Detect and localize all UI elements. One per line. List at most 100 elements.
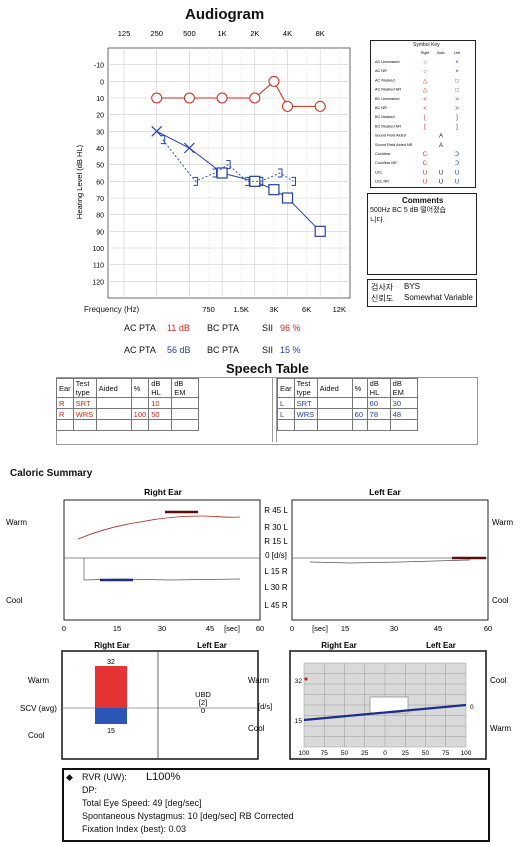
speech-table-cell (130, 419, 150, 431)
warm-label: Warm (6, 518, 27, 527)
speech-table-cell (351, 397, 368, 409)
speech-table-cell: WRS (72, 408, 97, 420)
symbol-key-row-label: BC Unmasked (375, 97, 399, 101)
warm-label: Warm (492, 518, 513, 527)
pref-x-tick: 100 (461, 750, 472, 757)
symbol-key-row-label: AC Masked NR (375, 88, 401, 92)
pref-right-value: 0 (470, 704, 474, 711)
sii-value: 96 % (280, 323, 301, 333)
bullet-diamond-icon: ◆ (66, 772, 73, 782)
symbol-key-glyph: Ꮯ (423, 160, 427, 167)
symbol-key-glyph: < (423, 97, 427, 103)
speech-table-cell (389, 419, 418, 431)
speech-table-cell: 60 (366, 397, 391, 409)
left-bc-bracket-marker (212, 168, 218, 178)
speech-table-cell (56, 419, 74, 431)
y-tick-label: 40 (96, 146, 104, 153)
pref-x-tick: 50 (422, 750, 430, 757)
speech-table-cell (277, 419, 295, 431)
frequency-label: Frequency (Hz) (84, 305, 140, 314)
symbol-key-glyph: △ (423, 88, 428, 94)
ubd-zero: 0 (201, 706, 205, 715)
symbol-key-row-label: Sound Field Aided (375, 134, 406, 138)
symbol-key: Symbol Key Right Both Left AC Unmasked ○ × AC … (370, 40, 476, 188)
warm-label: Warm (248, 676, 269, 685)
ac-pta-label: AC PTA (124, 323, 156, 333)
symbol-key-row-label: AC Masked (375, 78, 395, 82)
x-tick-label: 30 (158, 624, 166, 633)
right-ear-heading: Right Ear (144, 487, 182, 497)
left-bc-bracket-marker (226, 160, 231, 170)
right-warm-bar (95, 666, 127, 708)
scv-bar-panel (61, 650, 259, 760)
speech-table-cell (171, 408, 200, 420)
table-row: L WRS 60 78 48 (277, 408, 418, 420)
pref-x-tick: 0 (383, 750, 387, 757)
y-tick-label: 20 (96, 113, 104, 120)
speech-table-header: dB EM (171, 378, 200, 398)
speech-table-cell (130, 397, 150, 409)
speech-table-header: Aided (316, 378, 353, 398)
caloric-summary-chart: Right Ear Left Ear R 45 L R 30 L R 15 L 0 [d/… (6, 487, 513, 760)
x-tick-label: 0 (290, 624, 294, 633)
sii-label: SII (262, 345, 274, 355)
x-tick-label: 60 (256, 624, 264, 633)
speech-table-header: Aided (95, 378, 132, 398)
speech-table-cell: 100 (130, 408, 150, 420)
left-ear-heading: Left Ear (197, 641, 227, 650)
right-ear-heading: Right Ear (321, 641, 357, 650)
dp-label: DP: (82, 785, 98, 795)
pref-x-tick: 100 (299, 750, 310, 757)
right-ac-marker (216, 92, 228, 104)
bar-top-value: 32 (107, 659, 115, 666)
symbol-key-glyph: U (423, 170, 427, 176)
x-tick-label: 15 (341, 624, 349, 633)
speech-table-header: Ear (277, 378, 295, 398)
x-tick-label: 60 (484, 624, 492, 633)
sii-value: 15 % (280, 345, 301, 355)
top-freq-label: 250 (150, 29, 163, 38)
symbol-key-glyph: > (455, 97, 459, 103)
ubd-value: [2] (199, 698, 207, 707)
speech-table-cell: WRS (293, 408, 318, 420)
audiogram-title: Audiogram (185, 6, 265, 23)
speech-table-left: Ear Test type Aided% dB HL dB EM L SRT 60 30 L WRS… (276, 378, 477, 442)
y-axis-label: Hearing Level (dB HL) (75, 144, 84, 219)
speech-table-header: dB EM (389, 378, 418, 398)
fixation-index: Fixation Index (best): 0.03 (82, 824, 187, 834)
y-tick-label: 30 (96, 129, 104, 136)
symbol-key-glyph: Ↄ (455, 161, 459, 167)
right-ac-marker (183, 92, 195, 104)
left-ac-masked-marker (268, 184, 280, 196)
speech-table-cell (351, 419, 368, 431)
top-freq-label: 500 (183, 29, 196, 38)
symbol-key-glyph: □ (455, 78, 459, 84)
left-bc-bracket-marker (245, 176, 250, 186)
symbol-key-glyph: Ↄ (455, 152, 459, 158)
speech-table-left-grid: Ear Test type Aided% dB HL dB EM L SRT 60 30 L WRS… (277, 378, 418, 431)
left-bc-bracket-marker (193, 176, 198, 186)
speech-table-cell (72, 419, 97, 431)
comments-box: Comments 500Hz BC 5 dB 떨어졌습니다. (367, 193, 477, 275)
symbol-key-col-head: Both (437, 51, 444, 55)
caloric-results-box: ◆ RVR (UW): L100% DP: Total Eye Speed: 4… (62, 768, 490, 842)
pref-x-tick: 75 (442, 750, 450, 757)
symbol-key-glyph: × (455, 69, 459, 75)
velocity-scale-label: L 45 R (264, 601, 287, 610)
examiner-box: 검사자 BYS 신뢰도 Somewhat Variable (367, 279, 477, 307)
symbol-key-row-label: BC Masked NR (375, 124, 401, 128)
y-tick-label: -10 (94, 63, 104, 70)
velocity-scale-label: L 30 R (264, 583, 287, 592)
x-tick-label: [sec] (224, 624, 240, 633)
speech-table-header: Ear (56, 378, 74, 398)
y-tick-label: 100 (92, 246, 104, 253)
speech-table-cell: 48 (389, 408, 418, 420)
bottom-freq-label: 3K (269, 305, 278, 314)
y-tick-label: 10 (96, 96, 104, 103)
y-tick-label: 90 (96, 229, 104, 236)
symbol-key-row-label: UCL NR (375, 180, 389, 184)
top-freq-label: 125 (118, 29, 131, 38)
symbol-key-glyph: U (423, 180, 427, 186)
speech-table-cell (316, 408, 353, 420)
velocity-scale-label: L 15 R (264, 567, 287, 576)
